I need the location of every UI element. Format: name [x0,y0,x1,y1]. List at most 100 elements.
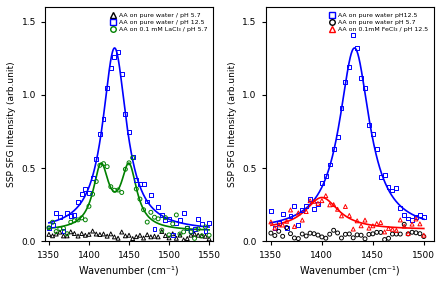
Point [295,236,302,241]
Point [169,233,176,237]
Point [151,234,158,239]
Point [311,199,318,204]
Point [268,209,275,214]
Point [140,236,147,240]
Point [271,233,278,238]
Point [369,132,377,136]
Point [303,209,310,214]
Point [111,235,118,239]
Point [358,75,365,80]
Point [144,199,151,204]
Point [381,230,388,234]
Point [202,225,209,229]
Point [151,215,158,219]
Point [148,235,155,239]
Point [358,233,365,237]
Point [322,174,329,178]
Point [354,46,361,50]
Point [49,220,56,224]
Point [354,219,361,223]
Point [166,236,173,240]
Point [400,222,408,226]
Point [295,211,302,215]
Point [307,231,314,235]
Point [319,199,326,203]
Point [361,218,369,222]
Point [162,233,169,238]
Point [385,185,392,189]
Point [67,220,74,224]
Point [96,163,103,168]
Point [416,232,424,236]
Point [342,80,349,84]
Point [60,226,67,231]
Point [176,233,183,237]
Point [67,230,74,234]
Point [144,220,151,224]
Point [291,224,298,229]
Point [63,211,70,216]
Point [346,232,353,236]
Y-axis label: SSP SFG Intensity (arb.unit): SSP SFG Intensity (arb.unit) [7,61,16,187]
Point [111,54,118,59]
Point [311,207,318,211]
Point [56,226,63,231]
Point [420,233,427,237]
Point [271,226,278,230]
Point [155,205,162,209]
Point [111,188,118,193]
Legend: AA on pure water / pH 5.7, AA on pure water / pH 12.5, AA on 0.1 mM LaCl₃ / pH 5: AA on pure water / pH 5.7, AA on pure wa… [106,10,210,35]
Point [404,232,412,236]
Point [140,208,147,212]
Point [330,202,337,207]
Point [176,232,183,236]
Point [307,197,314,201]
Point [107,232,114,236]
Point [198,233,206,238]
Point [271,226,278,230]
Point [89,176,96,181]
Point [63,233,70,238]
Point [158,229,165,234]
Point [381,172,388,177]
Point [365,232,373,237]
Point [180,238,187,242]
Point [287,208,294,212]
Point [322,236,329,241]
Point [319,181,326,186]
Point [169,232,176,236]
Point [118,230,125,234]
Point [184,226,191,230]
Point [385,236,392,241]
Point [85,232,93,237]
Point [85,204,93,209]
Point [100,232,107,236]
Point [338,236,345,240]
Point [60,228,67,233]
Point [45,232,52,237]
Point [283,226,290,230]
Point [412,230,420,235]
Point [381,237,388,242]
Point [136,182,144,186]
Point [169,222,176,226]
Point [49,233,56,238]
Point [104,164,111,169]
Point [369,224,377,228]
Point [155,217,162,221]
Point [162,217,169,222]
Point [56,230,63,234]
Point [60,234,67,238]
Point [148,193,155,197]
Point [107,184,114,189]
Point [346,213,353,218]
Point [373,230,380,235]
Point [82,186,89,191]
Point [311,232,318,236]
Point [74,234,82,238]
Point [100,161,107,166]
Point [361,86,369,91]
Point [71,219,78,223]
Point [63,232,70,236]
Point [125,130,132,135]
